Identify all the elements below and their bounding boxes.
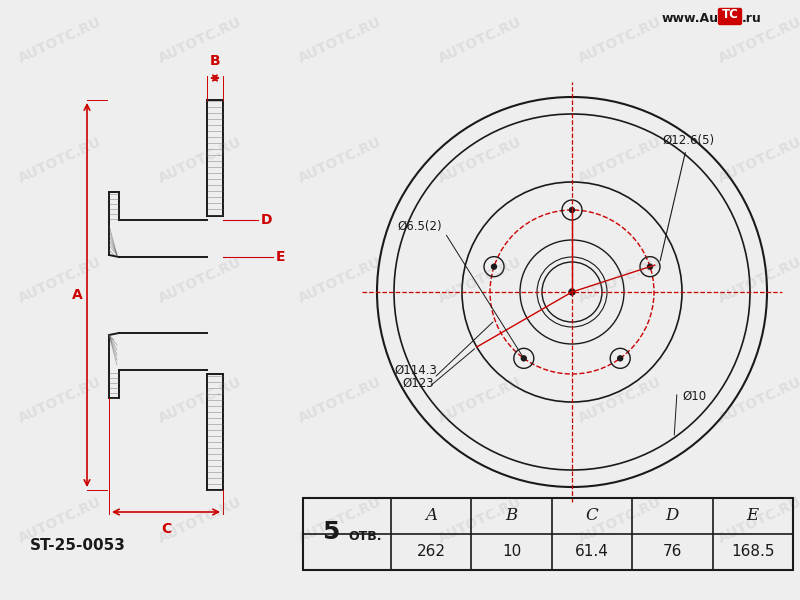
Text: .ru: .ru (742, 12, 762, 25)
Text: AUTOTC.RU: AUTOTC.RU (436, 14, 524, 65)
Text: AUTOTC.RU: AUTOTC.RU (16, 494, 104, 545)
Text: Ø10: Ø10 (682, 390, 706, 403)
Text: AUTOTC.RU: AUTOTC.RU (296, 374, 384, 425)
Text: 10: 10 (502, 545, 522, 559)
Text: C: C (161, 522, 171, 536)
Circle shape (569, 289, 575, 295)
Text: AUTOTC.RU: AUTOTC.RU (716, 254, 800, 305)
Text: AUTOTC.RU: AUTOTC.RU (436, 254, 524, 305)
Text: AUTOTC.RU: AUTOTC.RU (156, 494, 244, 545)
Text: AUTOTC.RU: AUTOTC.RU (576, 374, 664, 425)
Text: 168.5: 168.5 (731, 545, 774, 559)
Text: AUTOTC.RU: AUTOTC.RU (296, 494, 384, 545)
Bar (303, 498, 793, 570)
Text: AUTOTC.RU: AUTOTC.RU (576, 254, 664, 305)
Text: AUTOTC.RU: AUTOTC.RU (576, 134, 664, 185)
Text: 262: 262 (417, 545, 446, 559)
Text: C: C (586, 508, 598, 524)
Text: AUTOTC.RU: AUTOTC.RU (16, 374, 104, 425)
Text: AUTOTC.RU: AUTOTC.RU (436, 494, 524, 545)
Text: AUTOTC.RU: AUTOTC.RU (716, 134, 800, 185)
Text: AUTOTC.RU: AUTOTC.RU (16, 134, 104, 185)
Text: AUTOTC.RU: AUTOTC.RU (16, 254, 104, 305)
Text: AUTOTC.RU: AUTOTC.RU (436, 374, 524, 425)
Text: B: B (506, 508, 518, 524)
Text: AUTOTC.RU: AUTOTC.RU (296, 14, 384, 65)
Text: Ø123: Ø123 (402, 377, 434, 390)
Circle shape (522, 356, 526, 361)
Text: Ø12.6(5): Ø12.6(5) (660, 134, 714, 261)
Text: AUTOTC.RU: AUTOTC.RU (576, 494, 664, 545)
Text: AUTOTC.RU: AUTOTC.RU (716, 494, 800, 545)
Text: AUTOTC.RU: AUTOTC.RU (716, 14, 800, 65)
Text: ST-25-0053: ST-25-0053 (30, 538, 126, 553)
Text: AUTOTC.RU: AUTOTC.RU (296, 134, 384, 185)
Circle shape (570, 208, 574, 212)
Text: AUTOTC.RU: AUTOTC.RU (296, 254, 384, 305)
Circle shape (618, 356, 622, 361)
Text: 76: 76 (662, 545, 682, 559)
Text: AUTOTC.RU: AUTOTC.RU (156, 374, 244, 425)
FancyBboxPatch shape (718, 8, 742, 25)
Text: E: E (276, 250, 286, 264)
Text: AUTOTC.RU: AUTOTC.RU (576, 14, 664, 65)
Text: A: A (72, 288, 82, 302)
Circle shape (647, 264, 653, 269)
Text: AUTOTC.RU: AUTOTC.RU (436, 134, 524, 185)
Text: AUTOTC.RU: AUTOTC.RU (156, 254, 244, 305)
Text: A: A (426, 508, 437, 524)
Text: B: B (210, 54, 220, 68)
Text: D: D (666, 508, 679, 524)
Text: E: E (746, 508, 759, 524)
Text: AUTOTC.RU: AUTOTC.RU (716, 374, 800, 425)
Text: www.Auto: www.Auto (662, 12, 734, 25)
Circle shape (491, 264, 497, 269)
Text: D: D (261, 213, 273, 227)
Text: ОТВ.: ОТВ. (348, 529, 382, 542)
Text: 61.4: 61.4 (575, 545, 609, 559)
Text: Ø114.3: Ø114.3 (394, 364, 437, 377)
Text: AUTOTC.RU: AUTOTC.RU (16, 14, 104, 65)
Text: Ø6.5(2): Ø6.5(2) (397, 220, 442, 233)
Text: TC: TC (722, 8, 738, 22)
Text: 5: 5 (322, 520, 340, 544)
Text: AUTOTC.RU: AUTOTC.RU (156, 14, 244, 65)
Text: AUTOTC.RU: AUTOTC.RU (156, 134, 244, 185)
